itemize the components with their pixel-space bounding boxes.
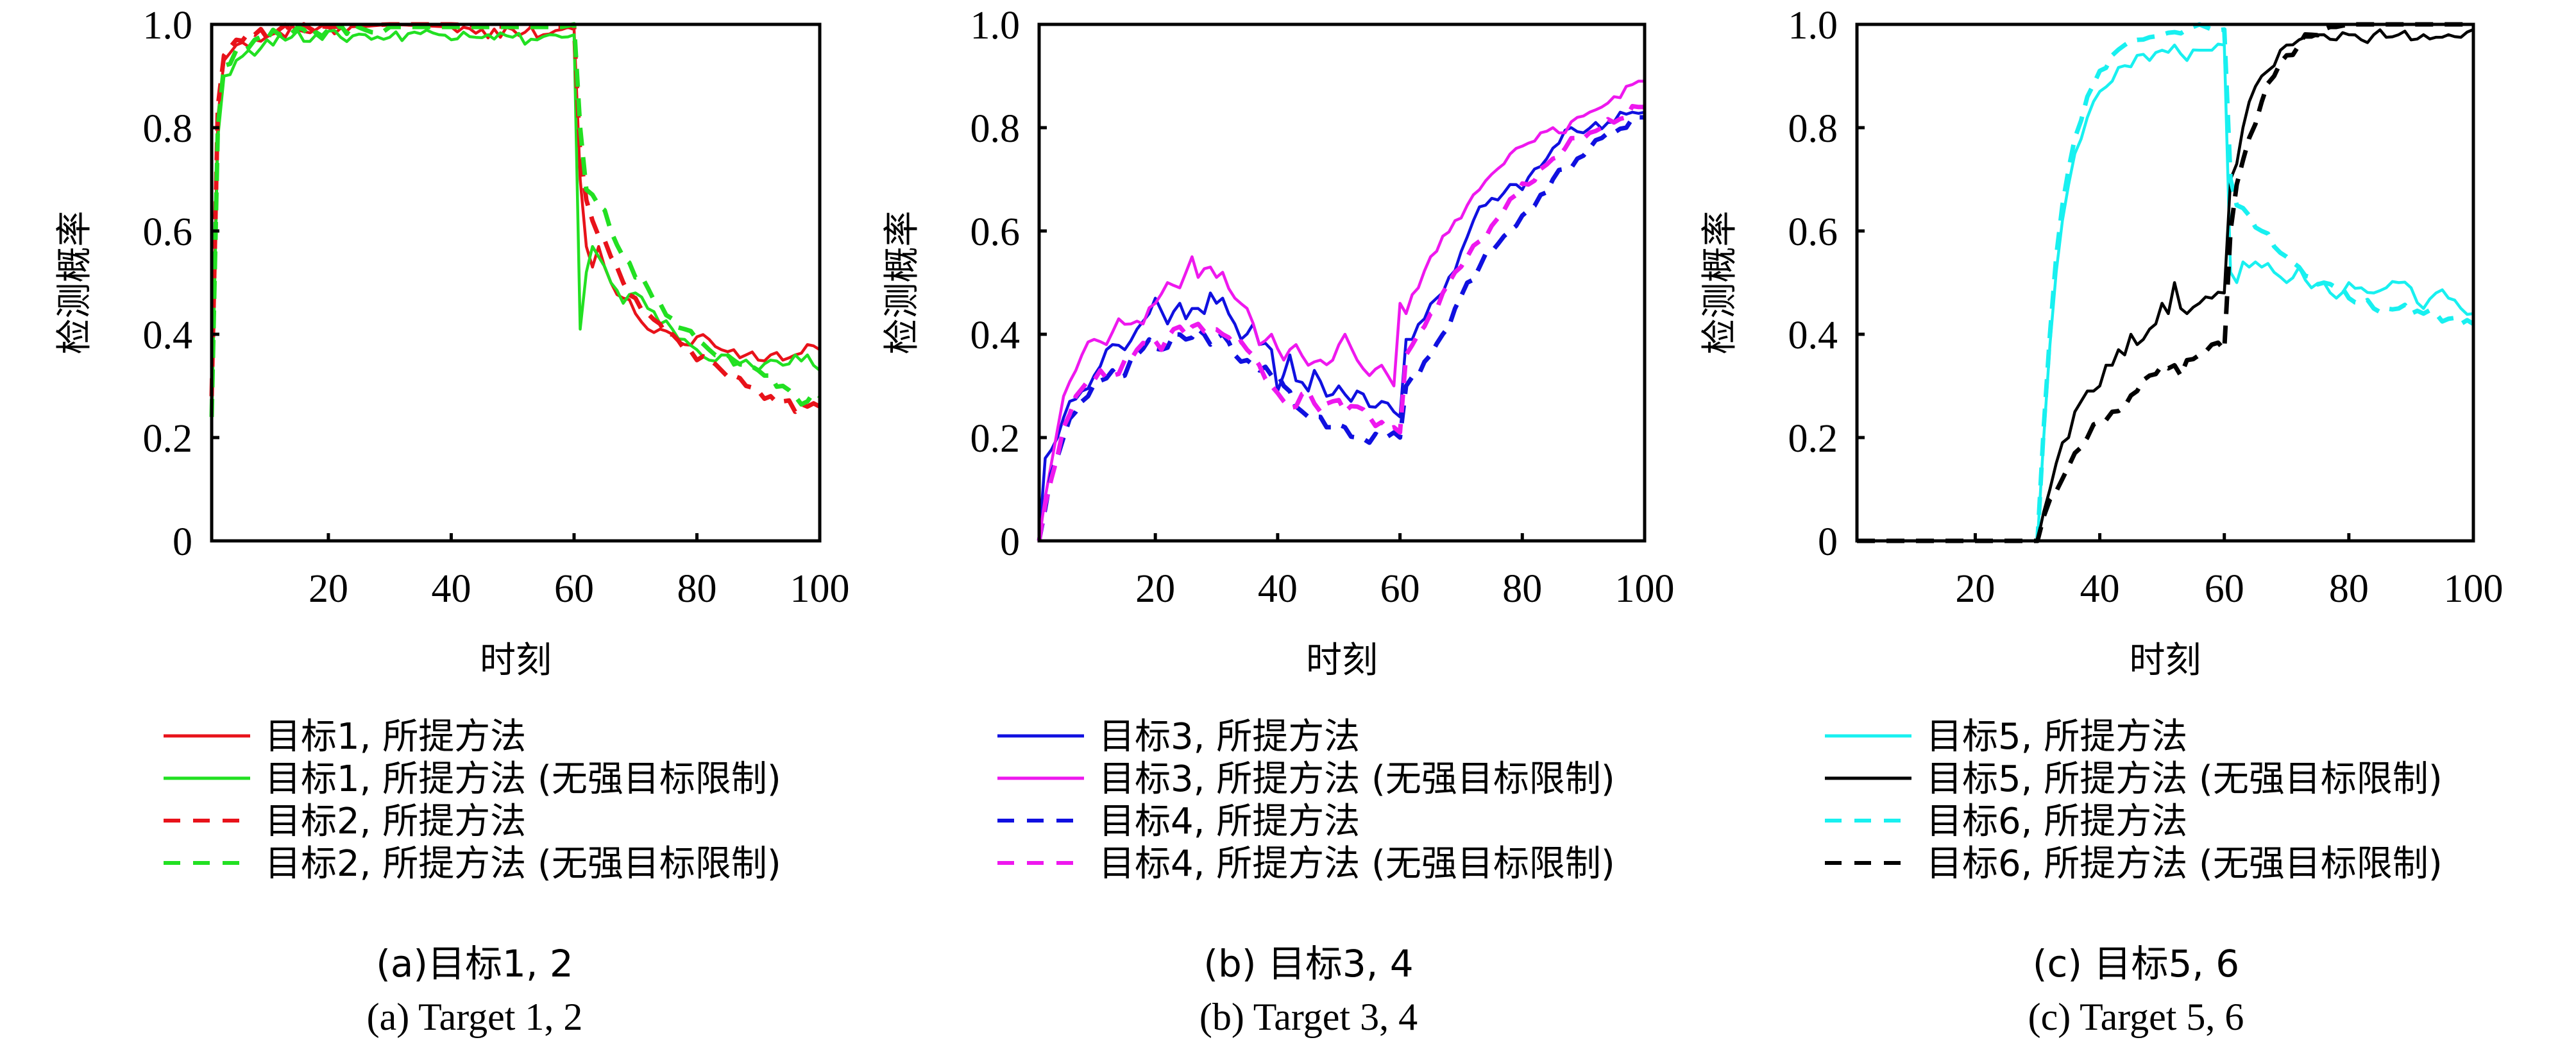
legend-label: 目标2, 所提方法 (无强目标限制) — [265, 843, 781, 885]
y-axis-title: 检测概率 — [881, 211, 923, 355]
y-tick-label: 1.0 — [970, 4, 1021, 47]
x-tick-label: 100 — [1615, 567, 1675, 611]
legend-item: 目标3, 所提方法 — [997, 716, 1360, 758]
y-axis: 0 0.2 0.4 0.6 0.8 1.0 — [970, 4, 1047, 564]
legend-item: 目标4, 所提方法 (无强目标限制) — [997, 843, 1615, 885]
legend-item: 目标2, 所提方法 — [164, 801, 526, 842]
y-tick-label: 0 — [1818, 520, 1838, 564]
x-tick-label: 80 — [677, 567, 716, 611]
x-tick-label: 20 — [309, 567, 348, 611]
y-tick-label: 0.6 — [970, 210, 1021, 254]
series-line-1 — [210, 22, 821, 412]
y-tick-label: 1.0 — [1788, 4, 1838, 47]
x-tick-label: 80 — [1502, 567, 1542, 611]
legend-label: 目标4, 所提方法 (无强目标限制) — [1099, 843, 1615, 885]
x-axis: 20 40 60 80 100 — [1955, 533, 2504, 611]
caption-chinese: (c) 目标5, 6 — [2033, 942, 2239, 985]
series-lines — [1037, 80, 1645, 542]
plot-frame — [1855, 22, 2475, 543]
legend-item: 目标6, 所提方法 (无强目标限制) — [1825, 843, 2443, 885]
x-axis: 20 40 60 80 100 — [1135, 533, 1675, 611]
y-tick-label: 0.8 — [970, 107, 1021, 151]
y-axis: 0 0.2 0.4 0.6 0.8 1.0 — [1788, 4, 1865, 564]
legend-label: 目标1, 所提方法 (无强目标限制) — [265, 758, 781, 800]
caption-chinese: (a)目标1, 2 — [376, 942, 573, 985]
x-tick-label: 20 — [1955, 567, 1995, 611]
x-tick-label: 100 — [790, 567, 850, 611]
y-tick-label: 0.6 — [1788, 210, 1838, 254]
x-tick-label: 60 — [554, 567, 594, 611]
x-tick-label: 40 — [1258, 567, 1298, 611]
legend-item: 目标5, 所提方法 — [1825, 716, 2187, 758]
y-tick-label: 0.8 — [1788, 107, 1838, 151]
y-tick-label: 0 — [1000, 520, 1020, 564]
series-line-1 — [1857, 42, 2474, 543]
series-line-2 — [210, 28, 821, 427]
legend-item: 目标4, 所提方法 — [997, 801, 1360, 842]
y-tick-label: 0.4 — [970, 314, 1021, 357]
plot-frame — [1037, 22, 1647, 543]
x-tick-label: 40 — [2080, 567, 2120, 611]
plot-frame — [210, 22, 822, 543]
y-axis-title: 检测概率 — [1699, 211, 1741, 355]
caption-english: (b) Target 3, 4 — [1199, 996, 1418, 1038]
legend-label: 目标1, 所提方法 — [265, 716, 526, 758]
x-axis-title: 时刻 — [2130, 640, 2201, 681]
legend-item: 目标1, 所提方法 (无强目标限制) — [164, 758, 781, 800]
y-axis: 0 0.2 0.4 0.6 0.8 1.0 — [143, 4, 219, 564]
legend-item: 目标5, 所提方法 (无强目标限制) — [1825, 758, 2443, 800]
series-line-4 — [1037, 104, 1645, 542]
legend-label: 目标3, 所提方法 — [1099, 716, 1360, 758]
legend-item: 目标3, 所提方法 (无强目标限制) — [997, 758, 1615, 800]
x-tick-label: 60 — [2205, 567, 2244, 611]
series-lines — [1857, 22, 2475, 543]
legend-label: 目标4, 所提方法 — [1099, 801, 1360, 842]
x-tick-label: 60 — [1380, 567, 1420, 611]
caption-english: (a) Target 1, 2 — [367, 996, 583, 1038]
series-line-1 — [1037, 110, 1645, 542]
legend-label: 目标2, 所提方法 — [265, 801, 526, 842]
x-axis-title: 时刻 — [480, 640, 552, 681]
series-line-2 — [1037, 80, 1645, 542]
legend-label: 目标5, 所提方法 (无强目标限制) — [1926, 758, 2443, 800]
series-line-3 — [1857, 22, 2475, 543]
legend-label: 目标6, 所提方法 — [1926, 801, 2187, 842]
x-tick-label: 100 — [2444, 567, 2504, 611]
series-line-2 — [1857, 28, 2474, 543]
legend-item: 目标6, 所提方法 — [1825, 801, 2187, 842]
series-line-4 — [1857, 22, 2473, 543]
series-lines — [209, 22, 821, 427]
legend-label: 目标3, 所提方法 (无强目标限制) — [1099, 758, 1615, 800]
y-tick-label: 0.2 — [970, 417, 1021, 461]
y-tick-label: 0.8 — [143, 107, 193, 151]
caption-chinese: (b) 目标3, 4 — [1203, 942, 1413, 985]
y-axis-title: 检测概率 — [54, 211, 96, 355]
y-tick-label: 0.4 — [1788, 314, 1838, 357]
x-tick-label: 80 — [2329, 567, 2369, 611]
x-axis: 20 40 60 80 100 — [309, 533, 850, 611]
y-tick-label: 0.2 — [1788, 417, 1838, 461]
series-line-4 — [209, 22, 821, 417]
series-line-3 — [1037, 115, 1645, 542]
y-tick-label: 0.2 — [143, 417, 193, 461]
x-tick-label: 40 — [431, 567, 471, 611]
legend-item: 目标2, 所提方法 (无强目标限制) — [164, 843, 781, 885]
y-tick-label: 0 — [173, 520, 192, 564]
legend-label: 目标6, 所提方法 (无强目标限制) — [1926, 843, 2443, 885]
y-tick-label: 0.6 — [143, 210, 193, 254]
x-axis-title: 时刻 — [1306, 640, 1378, 681]
legend-item: 目标1, 所提方法 — [164, 716, 526, 758]
y-tick-label: 1.0 — [143, 4, 193, 47]
y-tick-label: 0.4 — [143, 314, 193, 357]
legend-label: 目标5, 所提方法 — [1926, 716, 2187, 758]
caption-english: (c) Target 5, 6 — [2028, 996, 2244, 1038]
x-tick-label: 20 — [1135, 567, 1175, 611]
